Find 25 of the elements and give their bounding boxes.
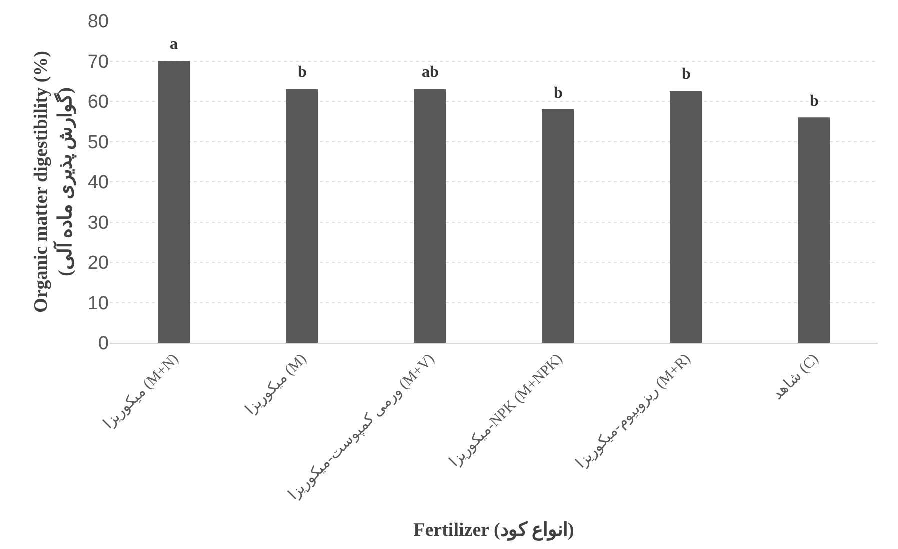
bar: [414, 89, 446, 343]
y-tick-label: 30: [88, 212, 109, 234]
y-tick-label: 60: [88, 92, 109, 114]
annotation: b: [298, 64, 307, 81]
annotation: b: [682, 66, 691, 83]
y-tick-label: 80: [88, 12, 109, 33]
bar: [158, 61, 190, 343]
annotation: b: [810, 93, 819, 110]
x-tick-label: میکوریزا-NPK (M+NPK): [446, 351, 566, 470]
y-tick-label: 40: [88, 172, 109, 194]
y-tick-label: 10: [88, 293, 109, 314]
bar: [542, 110, 574, 343]
bar: [286, 89, 318, 343]
annotation: a: [170, 36, 178, 53]
x-tick-label: شاهد (C): [770, 351, 822, 404]
annotation: ab: [422, 64, 439, 81]
x-tick-label: میکوریزا (M): [242, 351, 310, 419]
bar: [670, 91, 702, 343]
y-tick-label: 50: [88, 132, 109, 154]
annotation: b: [554, 85, 563, 102]
y-tick-label: 20: [88, 253, 109, 274]
x-tick-label: ریزوبیوم-میکوریزا (M+R): [574, 351, 694, 472]
x-axis-title: Fertilizer (انواع کود): [414, 520, 574, 542]
y-tick-label: 70: [88, 52, 109, 73]
bar: [798, 118, 830, 343]
